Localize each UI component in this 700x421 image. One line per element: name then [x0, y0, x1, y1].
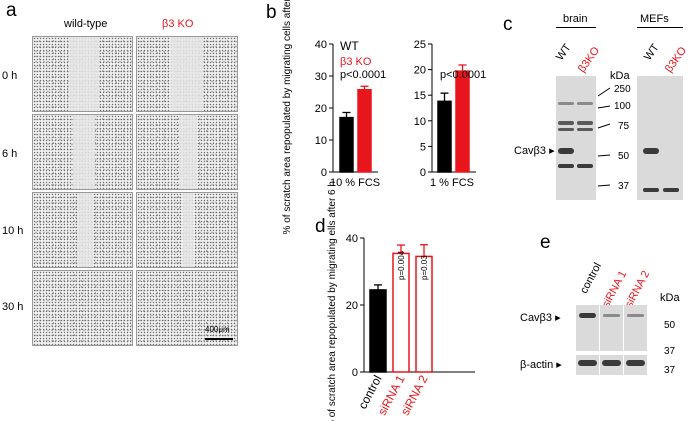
blot-e-actin-control: [576, 355, 599, 375]
marker-e-37b: 37: [664, 365, 676, 376]
y-tick-label: 10: [414, 116, 426, 128]
bar-control: [369, 289, 387, 373]
legend-wt: WT: [340, 39, 359, 53]
p-value: p<0.0001: [440, 69, 486, 81]
y-tick-label: 20: [315, 103, 327, 115]
bar-β3 KO: [357, 89, 372, 173]
y-tick-label: 40: [346, 233, 358, 245]
row-label-beta-actin: β-actin ▸: [520, 359, 562, 371]
kda-label-e: kDa: [660, 292, 680, 304]
marker-75: 75: [618, 121, 630, 132]
blot-e-cavb3-sirna2: [624, 305, 647, 351]
blot-mefs: [637, 76, 683, 200]
time-label-6h: 6 h: [2, 148, 18, 160]
label-mefs: MEFs: [640, 13, 669, 25]
scale-bar-label: 400μm: [205, 325, 230, 334]
row-label-cavb3: Cavβ3 ▸: [520, 312, 561, 324]
label-brain: brain: [563, 13, 588, 25]
panel-letter-a: a: [6, 0, 17, 21]
scale-bar: [205, 338, 233, 340]
blot-e-actin-sirna1: [600, 355, 623, 375]
chart-b-10pct-fcs: 0 10 20 30 40 WT β3 KO p<0.0001 10 % FCS % o…: [282, 0, 386, 234]
y-tick-label: 0: [420, 167, 426, 179]
protein-label-cavb3: Cavβ3 ▸: [514, 145, 555, 157]
column-label-wild-type: wild-type: [64, 18, 108, 30]
chart-b-1pct-fcs: 0 5 10 15 20 25 p<0.0001 1 % FCS: [414, 39, 486, 189]
p-value: p<0.0001: [340, 69, 386, 81]
marker-e-50: 50: [664, 320, 676, 331]
kda-label: kDa: [610, 70, 630, 82]
micrograph-ko-6h: [136, 114, 238, 190]
blot-e-cavb3-sirna1: [600, 305, 623, 351]
marker-100: 100: [614, 101, 631, 112]
y-tick-label: 30: [315, 71, 327, 83]
blot-e-cavb3-control: [576, 305, 599, 351]
bar-WT: [437, 100, 452, 173]
brain-underline: [556, 27, 596, 28]
y-tick-label: 5: [420, 141, 426, 153]
micrograph-ko-30h: 400μm: [136, 270, 238, 346]
blot-e-actin-sirna2: [624, 355, 647, 375]
marker-250: 250: [614, 84, 631, 95]
time-label-0h: 0 h: [2, 70, 18, 82]
bar-β3 KO: [455, 70, 470, 173]
micrograph-wt-10h: [32, 192, 133, 268]
panel-letter-b: b: [266, 2, 277, 23]
panel-letter-e: e: [540, 232, 551, 253]
panel-letter-d: d: [315, 216, 326, 237]
time-label-30h: 30 h: [2, 301, 24, 313]
y-tick-label: 15: [414, 90, 426, 102]
column-label-b3-ko: β3 KO: [162, 18, 194, 30]
y-tick-label: 25: [414, 39, 426, 51]
marker-50: 50: [618, 151, 630, 162]
y-tick-label: 0: [352, 367, 358, 379]
micrograph-ko-10h: [136, 192, 238, 268]
micrograph-wt-6h: [32, 114, 133, 190]
panel-letter-c: c: [503, 14, 513, 35]
legend-ko: β3 KO: [340, 56, 372, 68]
micrograph-ko-0h: [136, 36, 238, 112]
micrograph-wt-30h: [32, 270, 133, 346]
marker-37: 37: [618, 181, 630, 192]
mefs-underline: [637, 27, 683, 28]
blot-brain: [556, 76, 596, 200]
y-tick-label: 0: [321, 167, 327, 179]
y-tick-label: 20: [414, 65, 426, 77]
p-annotation: p=0.004: [397, 250, 406, 280]
marker-e-37a: 37: [664, 346, 676, 357]
y-tick-label: 20: [346, 300, 358, 312]
p-annotation: p=0.03: [420, 255, 429, 280]
y-tick-label: 10: [315, 135, 327, 147]
time-label-10h: 10 h: [2, 225, 24, 237]
marker-ticks: [597, 87, 611, 187]
y-label: % of scratch area repopulated by migrati…: [327, 181, 338, 421]
y-tick-label: 40: [315, 39, 327, 51]
x-label: 10 % FCS: [330, 177, 380, 189]
y-label: % of scratch area repopulated by migrati…: [282, 0, 293, 234]
micrograph-wt-0h: [32, 36, 133, 112]
bar-WT: [339, 116, 354, 173]
x-label: 1 % FCS: [430, 177, 474, 189]
